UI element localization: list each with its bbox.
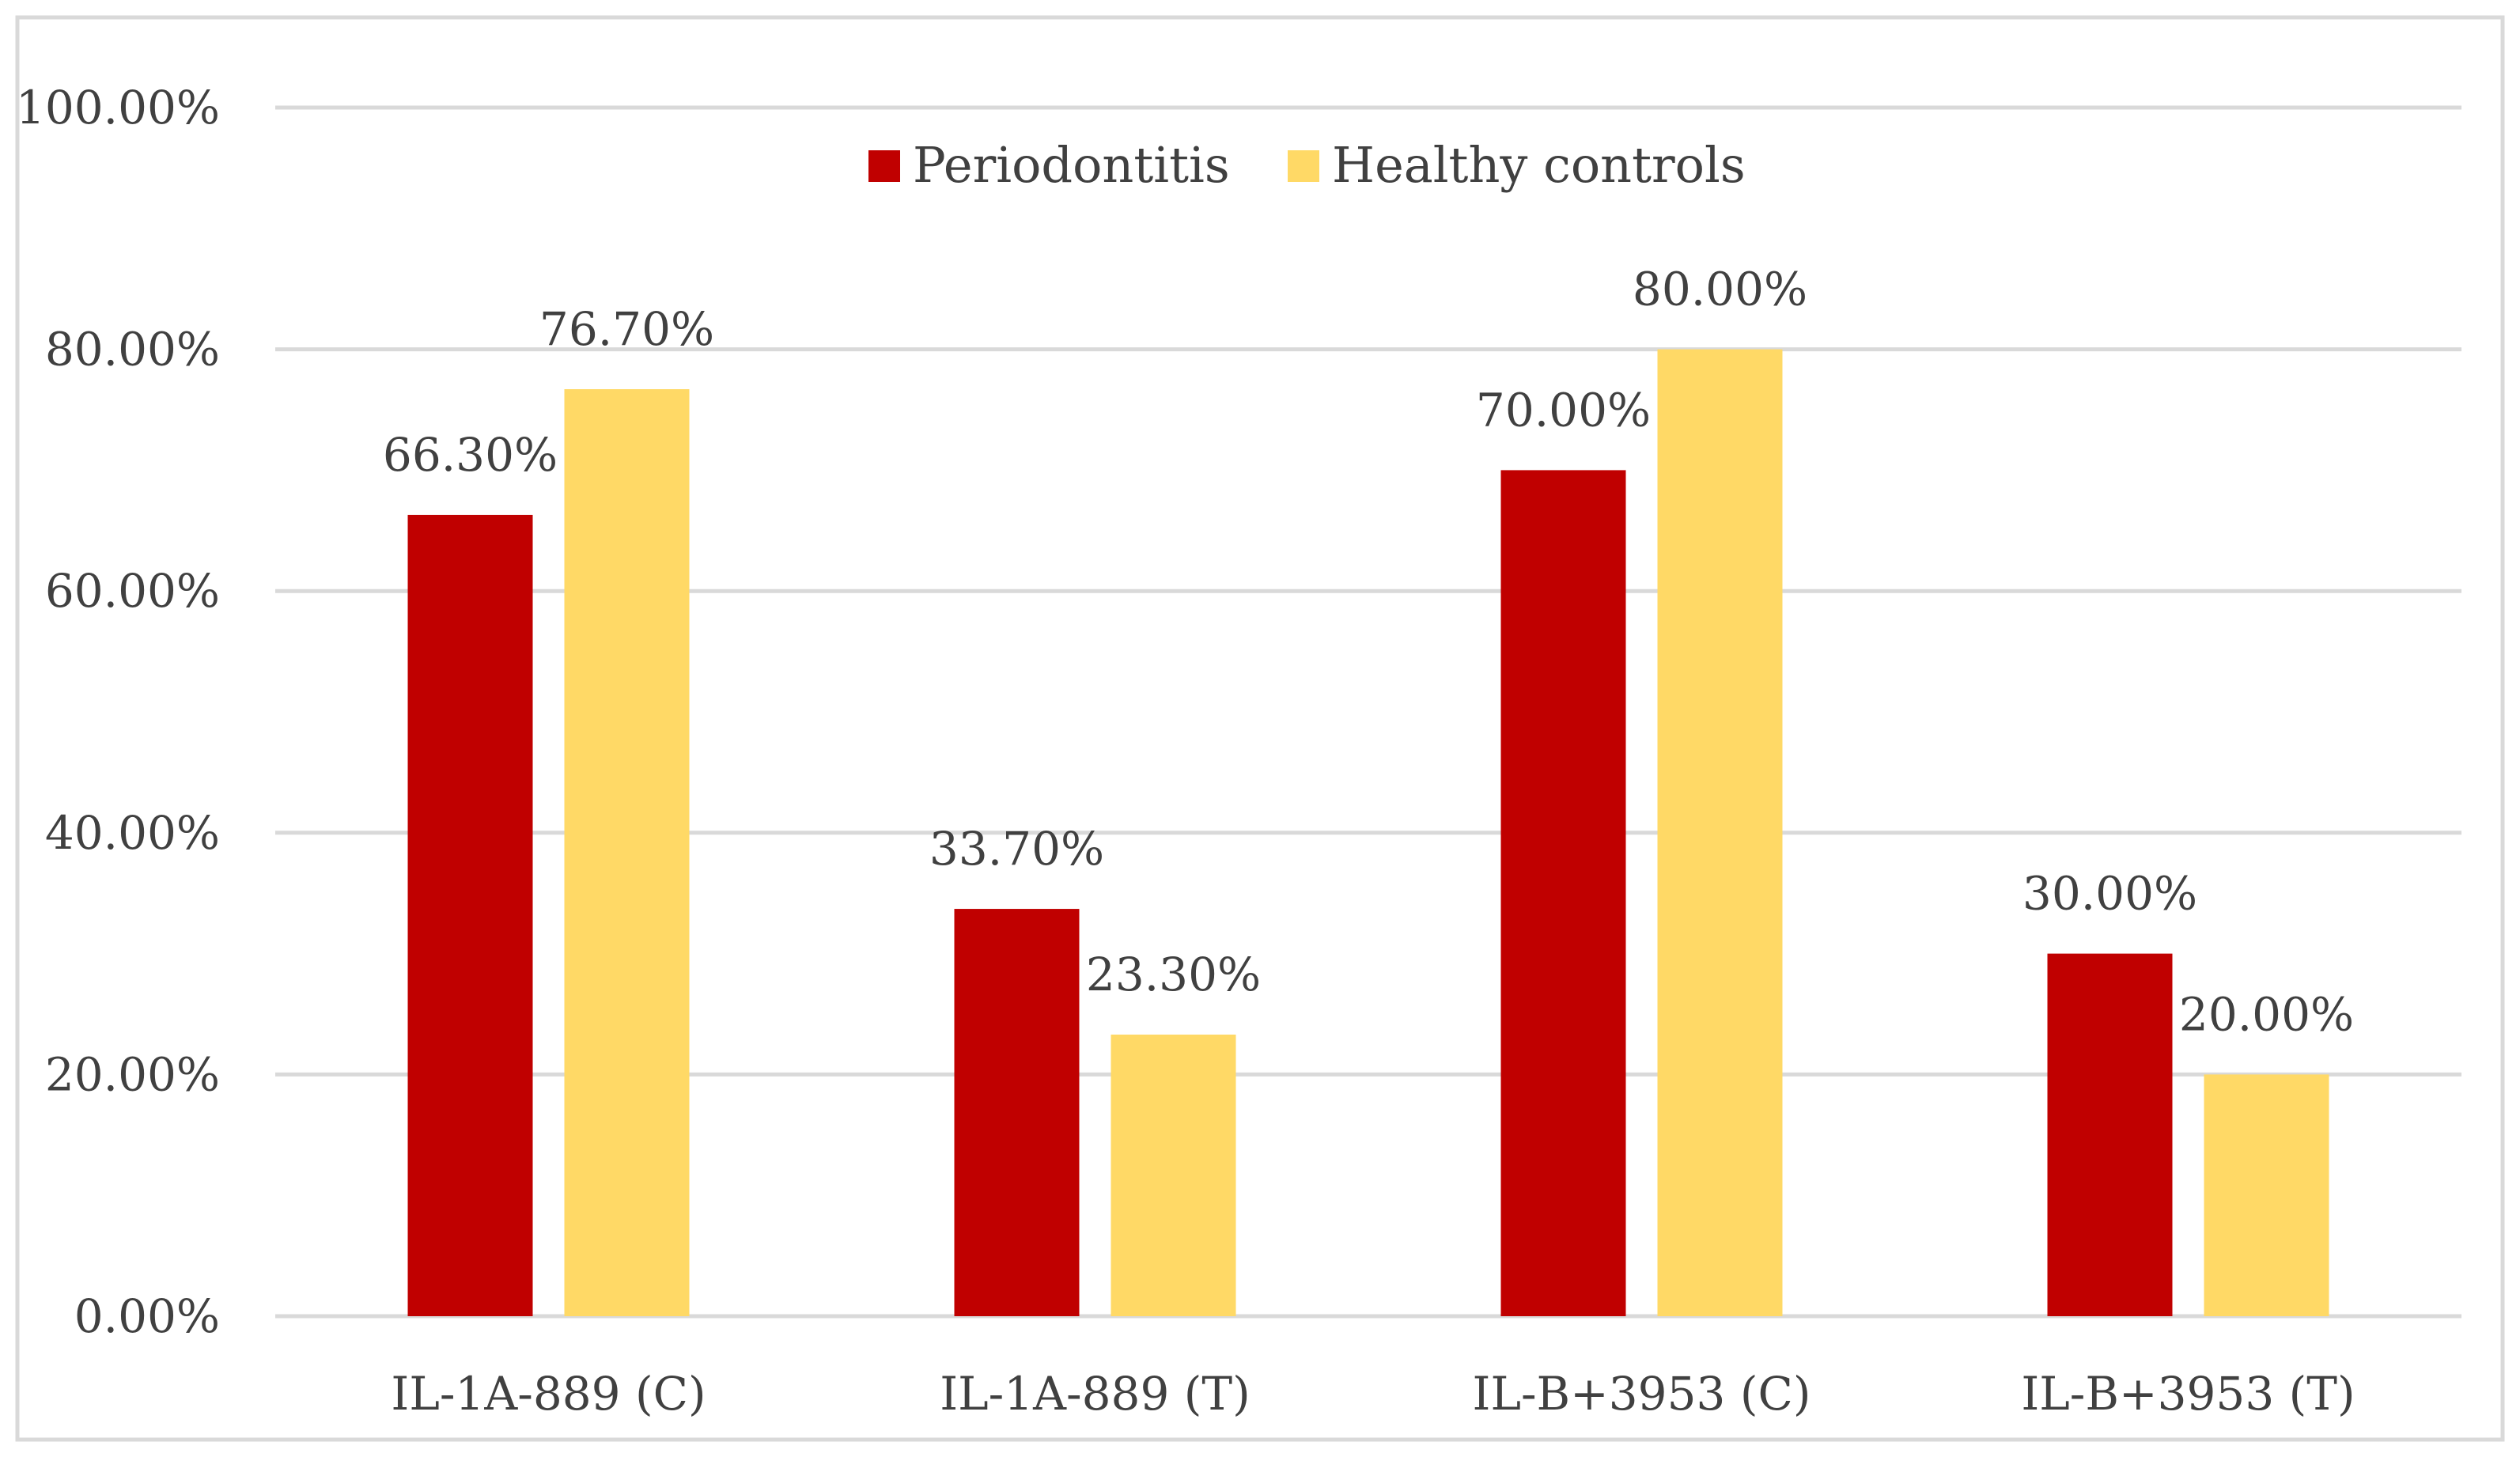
legend-label-1: Healthy controls bbox=[1332, 136, 1746, 194]
y-tick-label-3: 60.00% bbox=[45, 564, 220, 618]
y-tick-label-4: 80.00% bbox=[45, 323, 220, 377]
legend-swatch-0 bbox=[868, 150, 900, 182]
y-axis: 0.00% 20.00% 40.00% 60.00% 80.00% 100.00% bbox=[16, 81, 220, 1343]
x-tick-label-0: IL-1A-889 (C) bbox=[391, 1367, 706, 1421]
bar-healthy-controls-0 bbox=[564, 389, 690, 1317]
x-axis: IL-1A-889 (C) IL-1A-889 (T) IL-B+3953 (C) I… bbox=[391, 1367, 2355, 1421]
data-label-1-2: 80.00% bbox=[1633, 263, 1807, 316]
data-label-1-0: 76.70% bbox=[539, 302, 714, 356]
x-tick-label-1: IL-1A-889 (T) bbox=[940, 1367, 1251, 1421]
data-labels: 66.30% 76.70% 33.70% 23.30% 70.00% 80.00% 30.0… bbox=[383, 263, 2354, 1042]
bar-periodontitis-1 bbox=[954, 909, 1080, 1316]
legend-label-0: Periodontitis bbox=[913, 136, 1230, 194]
data-label-1-1: 23.30% bbox=[1086, 948, 1261, 1001]
data-label-1-3: 20.00% bbox=[2179, 987, 2354, 1041]
bar-healthy-controls-1 bbox=[1111, 1034, 1236, 1316]
x-tick-label-2: IL-B+3953 (C) bbox=[1473, 1367, 1811, 1421]
legend: Periodontitis Healthy controls bbox=[868, 136, 1746, 194]
legend-swatch-1 bbox=[1288, 150, 1319, 182]
y-tick-label-2: 40.00% bbox=[45, 806, 220, 860]
bar-periodontitis-2 bbox=[1500, 470, 1626, 1316]
y-tick-label-5: 100.00% bbox=[16, 81, 220, 134]
bars bbox=[407, 349, 2329, 1317]
bar-healthy-controls-3 bbox=[2204, 1074, 2329, 1316]
y-tick-label-1: 20.00% bbox=[45, 1047, 220, 1101]
data-label-0-2: 70.00% bbox=[1476, 383, 1651, 437]
data-label-0-0: 66.30% bbox=[383, 428, 558, 482]
data-label-0-1: 33.70% bbox=[929, 822, 1104, 876]
y-tick-label-0: 0.00% bbox=[74, 1289, 220, 1343]
data-label-0-3: 30.00% bbox=[2022, 867, 2197, 921]
x-tick-label-3: IL-B+3953 (T) bbox=[2021, 1367, 2355, 1421]
bar-periodontitis-3 bbox=[2047, 953, 2173, 1316]
bar-healthy-controls-2 bbox=[1657, 349, 1783, 1317]
bar-periodontitis-0 bbox=[407, 514, 533, 1316]
